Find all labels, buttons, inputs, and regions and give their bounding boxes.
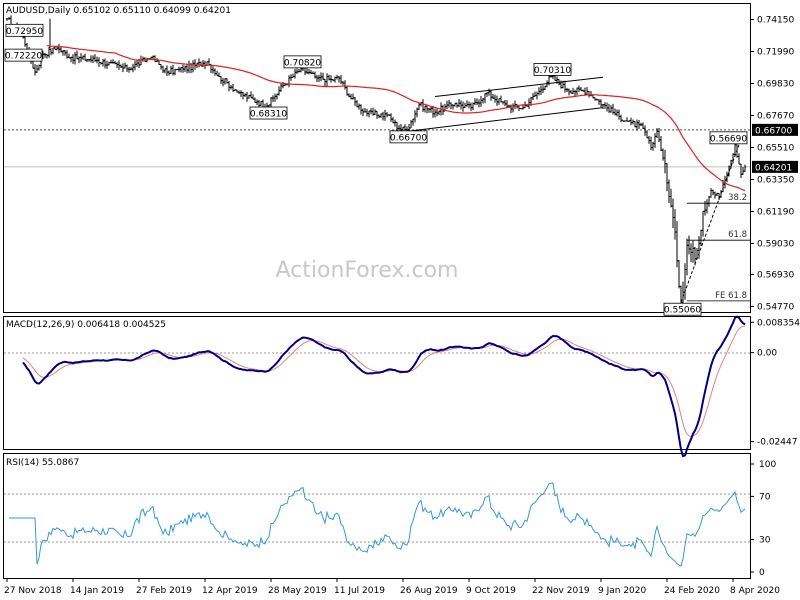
date-tick-label: 9 Oct 2019	[466, 586, 516, 596]
channel-upper-line	[434, 76, 604, 98]
swing-labels: 0.72950 0.72220 0.68310 0.70820 0.66700 0.703…	[4, 23, 748, 316]
rsi-tick-label: 0	[759, 568, 765, 578]
swing-label-box	[283, 55, 322, 69]
swing-label-text: 0.55060	[664, 306, 701, 316]
date-tick-label: 27 Feb 2019	[136, 586, 192, 596]
level-tag: 0.66700	[755, 126, 792, 136]
date-tick-label: 22 Nov 2019	[532, 586, 590, 596]
ohlc-close: 0.64201	[194, 6, 231, 16]
price-tick-label: 0.61190	[757, 207, 794, 217]
price-tick-label: 0.65510	[757, 143, 794, 153]
macd-tick-label: -0.02447	[757, 438, 797, 448]
ohlc-open: 0.65102	[73, 6, 110, 16]
trend-lines	[406, 76, 750, 303]
date-tick-label: 26 Aug 2019	[400, 586, 458, 596]
symbol-info: AUDUSD,Daily 0.65102 0.65110 0.64099 0.6…	[6, 6, 231, 16]
swing-label-box	[249, 106, 288, 120]
date-tick-label: 27 Nov 2018	[4, 586, 62, 596]
horizontal-level-lines	[4, 18, 750, 168]
swing-label: 0.70820	[283, 55, 322, 69]
swing-label: 0.55060	[663, 302, 702, 316]
watermark: ActionForex.com	[276, 258, 459, 283]
price-tick-label: 0.74150	[757, 16, 794, 26]
swing-label: 0.72220	[4, 48, 43, 62]
current-price-tag: 0.64201	[755, 163, 792, 173]
price-axis: 0.74150 0.71990 0.69830 0.67670 0.65510 0.633…	[750, 16, 798, 313]
price-tick-label: 0.67670	[757, 112, 794, 122]
swing-label-text: 0.66700	[390, 133, 427, 143]
rsi-tick-label: 100	[759, 460, 776, 470]
date-tick-label: 9 Jan 2020	[598, 586, 646, 596]
date-axis: 27 Nov 2018 14 Jan 2019 27 Feb 2019 12 Apr …	[4, 578, 780, 596]
symbol-period: Daily	[48, 6, 71, 16]
moving-average-line	[46, 45, 746, 192]
current-price-tag-bg	[752, 160, 798, 173]
fib-label: 61.8	[728, 230, 747, 240]
price-tick-label: 0.59030	[757, 239, 794, 249]
fib-projection-line	[680, 144, 740, 303]
date-tick-label: 11 Jul 2019	[334, 586, 385, 596]
swing-label: 0.70310	[533, 63, 572, 76]
swing-label: 0.72950	[5, 23, 44, 37]
price-tick-label: 0.54770	[757, 303, 794, 313]
swing-label-text: 0.56690	[710, 134, 747, 144]
swing-label-text: 0.68310	[250, 110, 287, 120]
price-tick-label: 0.71990	[757, 48, 794, 58]
swing-label-box	[663, 302, 702, 316]
candle	[743, 164, 747, 172]
date-tick-label: 24 Feb 2020	[664, 586, 720, 596]
fibonacci-labels: 38.2 61.8 FE 61.8	[715, 193, 747, 301]
fib-label: FE 61.8	[715, 291, 747, 301]
swing-label: 0.66700	[389, 130, 428, 144]
price-tick-label: 0.63350	[757, 175, 794, 185]
macd-main-line	[22, 315, 746, 458]
swing-label: 0.68310	[249, 106, 288, 120]
date-tick-label: 8 Apr 2020	[730, 586, 780, 596]
swing-label-box	[709, 131, 748, 145]
macd-title: MACD(12,26,9) 0.006418 0.004525	[6, 320, 166, 330]
swing-label-text: 0.70820	[284, 58, 321, 68]
macd-axis: 0.008354 0.00 -0.02447	[750, 318, 800, 448]
rsi-line	[9, 482, 746, 567]
rsi-tick-label: 30	[759, 536, 771, 546]
swing-label-box	[533, 63, 572, 76]
level-tag-bg	[752, 123, 798, 136]
swing-label-box	[4, 48, 43, 62]
price-tick-label: 0.56930	[757, 271, 794, 281]
swing-label-box	[389, 130, 428, 144]
swing-label-text: 0.72950	[6, 27, 43, 37]
macd-tick-label: 0.008354	[757, 318, 800, 328]
symbol-name: AUDUSD	[6, 6, 45, 16]
date-tick-label: 28 May 2019	[268, 586, 327, 596]
swing-label-box	[5, 23, 44, 37]
swing-label-text: 0.72220	[5, 52, 42, 62]
date-tick-label: 14 Jan 2019	[70, 586, 124, 596]
rsi-title: RSI(14) 55.0867	[6, 458, 79, 468]
macd-panel-frame	[3, 316, 751, 450]
ohlc-high: 0.65110	[114, 6, 151, 16]
rsi-panel-frame	[3, 453, 751, 579]
rsi-axis: 100 70 30 0	[750, 460, 776, 578]
date-tick-label: 12 Apr 2019	[202, 586, 258, 596]
price-panel-frame	[3, 3, 751, 313]
rsi-tick-label: 70	[759, 492, 771, 502]
swing-label: 0.56690	[709, 131, 748, 145]
channel-lower-line	[406, 107, 604, 132]
swing-label-text: 0.70310	[534, 66, 571, 76]
price-tick-label: 0.69830	[757, 80, 794, 90]
macd-tick-label: 0.00	[757, 349, 777, 359]
fib-label: 38.2	[728, 193, 747, 203]
ohlc-low: 0.64099	[154, 6, 191, 16]
